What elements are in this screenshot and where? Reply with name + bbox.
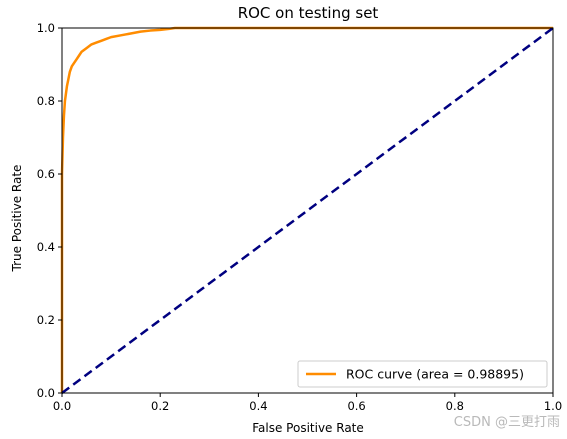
legend-box (297, 360, 548, 388)
y-tick-label: 0.4 (37, 240, 55, 254)
x-tick-label: 0.6 (347, 399, 365, 413)
y-tick-label: 0.6 (37, 167, 55, 181)
legend-label: ROC curve (area = 0.98895) (346, 367, 524, 382)
y-tick-label: 0.8 (37, 94, 55, 108)
x-tick-label: 0.4 (249, 399, 267, 413)
y-tick-label: 1.0 (37, 21, 55, 35)
x-tick-label: 1.0 (544, 399, 562, 413)
chart-title: ROC on testing set (238, 4, 379, 22)
x-axis-ticks: 0.0 0.2 0.4 0.6 0.8 1.0 (53, 393, 562, 413)
x-tick-label: 0.0 (53, 399, 71, 413)
y-tick-label: 0.0 (37, 386, 55, 400)
y-axis-ticks: 0.0 0.2 0.4 0.6 0.8 1.0 (37, 21, 62, 400)
y-tick-label: 0.2 (37, 313, 55, 327)
plot-frame (61, 27, 554, 394)
legend: ROC curve (area = 0.98895) (297, 360, 548, 388)
series-layer (60, 26, 554, 395)
x-tick-label: 0.8 (446, 399, 464, 413)
diagonal-reference-line (61, 26, 554, 395)
roc-curve-line (60, 26, 553, 393)
watermark: CSDN @三更打雨 (454, 415, 560, 430)
y-axis-label: True Positive Rate (10, 165, 24, 273)
x-tick-label: 0.2 (151, 399, 169, 413)
x-axis-label: False Positive Rate (252, 421, 364, 435)
